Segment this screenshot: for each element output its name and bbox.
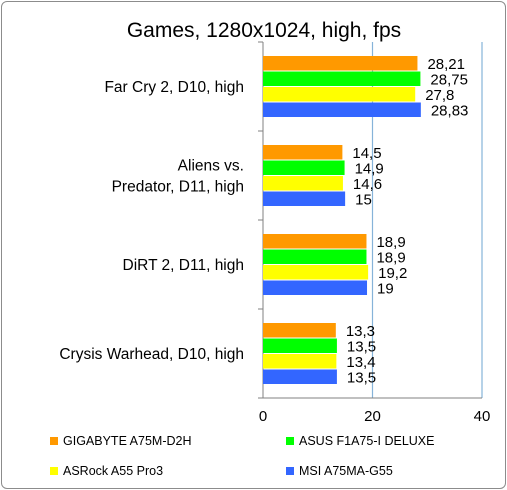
data-label: 14,9 xyxy=(355,161,384,178)
data-label: 28,21 xyxy=(427,56,465,73)
category-label: Predator, D11, high xyxy=(112,179,244,196)
x-tick-label: 20 xyxy=(364,408,381,425)
data-label: 15 xyxy=(355,192,372,209)
x-tick-label: 40 xyxy=(474,408,491,425)
legend-label: MSI A75MA-G55 xyxy=(299,464,393,478)
data-label: 19,2 xyxy=(378,265,407,282)
legend-swatch xyxy=(50,467,58,475)
legend: GIGABYTE A75M-D2H ASUS F1A75-I DELUXE ASRo… xyxy=(50,434,434,478)
bar xyxy=(263,265,369,280)
category-label: Aliens vs. xyxy=(178,158,244,175)
bar xyxy=(263,160,345,175)
data-label: 28,75 xyxy=(430,72,468,89)
data-label: 13,3 xyxy=(346,323,375,340)
legend-swatch xyxy=(50,437,58,445)
legend-label: GIGABYTE A75M-D2H xyxy=(63,434,192,448)
data-label: 18,9 xyxy=(376,250,405,267)
bar xyxy=(263,280,368,295)
bar xyxy=(263,176,343,191)
bar xyxy=(263,56,418,71)
legend-label: ASUS F1A75-I DELUXE xyxy=(299,434,434,448)
bar xyxy=(263,145,343,160)
data-label: 14,5 xyxy=(352,145,381,162)
category-label: Far Cry 2, D10, high xyxy=(104,79,244,96)
legend-swatch xyxy=(286,437,294,445)
bar xyxy=(263,87,416,102)
category-label: Crysis Warhead, D10, high xyxy=(59,346,244,363)
bar xyxy=(263,249,367,264)
x-tick-label: 0 xyxy=(259,408,267,425)
data-label: 14,6 xyxy=(353,176,382,193)
legend-label: ASRock A55 Pro3 xyxy=(63,464,163,478)
bar xyxy=(263,234,367,249)
category-label: DiRT 2, D11, high xyxy=(123,257,244,274)
bar xyxy=(263,354,337,369)
data-label: 13,5 xyxy=(347,370,376,387)
plot-area: 0 20 40 Far Cry 2, D10, high 28,2128,7527,82… xyxy=(59,41,491,425)
data-label: 19 xyxy=(377,281,394,298)
legend-swatch xyxy=(286,467,294,475)
chart-title: Games, 1280x1024, high, fps xyxy=(127,19,401,42)
bar xyxy=(263,102,421,117)
data-label: 27,8 xyxy=(425,87,454,104)
bar xyxy=(263,369,337,384)
data-label: 13,5 xyxy=(347,339,376,356)
bar xyxy=(263,71,421,86)
bar xyxy=(263,323,336,338)
bar xyxy=(263,191,346,206)
data-label: 18,9 xyxy=(376,234,405,251)
data-label: 13,4 xyxy=(346,354,375,371)
data-label: 28,83 xyxy=(431,103,469,120)
bar xyxy=(263,338,337,353)
